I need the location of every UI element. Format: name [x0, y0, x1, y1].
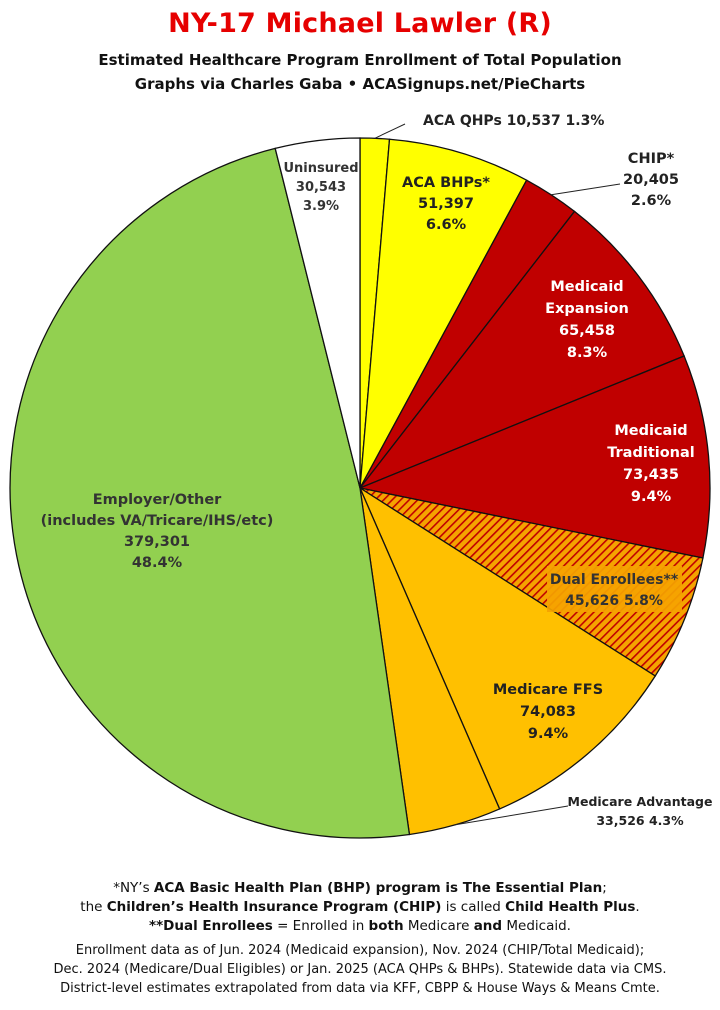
chart-credit: Graphs via Charles Gaba • ACASignups.net…	[134, 75, 586, 93]
label-medicaid-traditional: Medicaid Traditional 73,435 9.4%	[607, 423, 695, 505]
source-line-2: Dec. 2024 (Medicare/Dual Eligibles) or J…	[53, 962, 667, 977]
slice-medicare-ffs	[358, 486, 657, 810]
source-line-1: Enrollment data as of Jun. 2024 (Medicai…	[75, 943, 645, 958]
data-sources: Enrollment data as of Jun. 2024 (Medicai…	[0, 941, 720, 998]
footnotes: *NY’s ACA Basic Health Plan (BHP) progra…	[0, 879, 720, 936]
leader-aca-qhps	[374, 123, 406, 139]
label-aca-bhps: ACA BHPs* 51,397 6.6%	[402, 175, 490, 233]
pie-labels: ACA QHPs 10,537 1.3% ACA BHPs* 51,397 6.6% C…	[41, 113, 713, 828]
label-employer-other: Employer/Other (includes VA/Tricare/IHS/e…	[41, 492, 274, 571]
footnote-chip: the Children’s Health Insurance Program …	[80, 899, 640, 915]
label-dual-enrollees: Dual Enrollees** 45,626 5.8%	[550, 572, 679, 609]
slice-uninsured	[274, 137, 361, 489]
label-medicare-advantage: Medicare Advantage 33,526 4.3%	[568, 794, 713, 828]
label-box-dual-enrollees	[547, 566, 682, 612]
label-chip: CHIP* 20,405 2.6%	[623, 151, 679, 209]
chart-subtitle: Estimated Healthcare Program Enrollment …	[98, 51, 622, 69]
pie-slices	[9, 137, 711, 839]
footnote-bhp: *NY’s ACA Basic Health Plan (BHP) progra…	[113, 880, 607, 896]
label-uninsured: Uninsured 30,543 3.9%	[283, 161, 358, 214]
chart-title: NY-17 Michael Lawler (R)	[168, 8, 552, 39]
slice-medicaid-traditional	[357, 355, 711, 559]
pie-chart: ACA QHPs 10,537 1.3% ACA BHPs* 51,397 6.6% C…	[9, 113, 713, 839]
slice-employer-other	[9, 147, 411, 839]
slice-aca-bhps	[359, 138, 528, 489]
source-line-3: District-level estimates extrapolated fr…	[60, 981, 660, 996]
leader-medicare-advantage	[455, 805, 569, 826]
footnote-dual: **Dual Enrollees = Enrolled in both Medi…	[149, 918, 571, 934]
label-medicaid-expansion: Medicaid Expansion 65,458 8.3%	[545, 279, 629, 361]
leader-chip	[551, 183, 621, 196]
slice-medicaid-expansion	[358, 210, 685, 490]
label-medicare-ffs: Medicare FFS 74,083 9.4%	[493, 682, 603, 742]
slice-dual-enrollees	[359, 487, 704, 677]
label-aca-qhps: ACA QHPs 10,537 1.3%	[423, 113, 604, 129]
